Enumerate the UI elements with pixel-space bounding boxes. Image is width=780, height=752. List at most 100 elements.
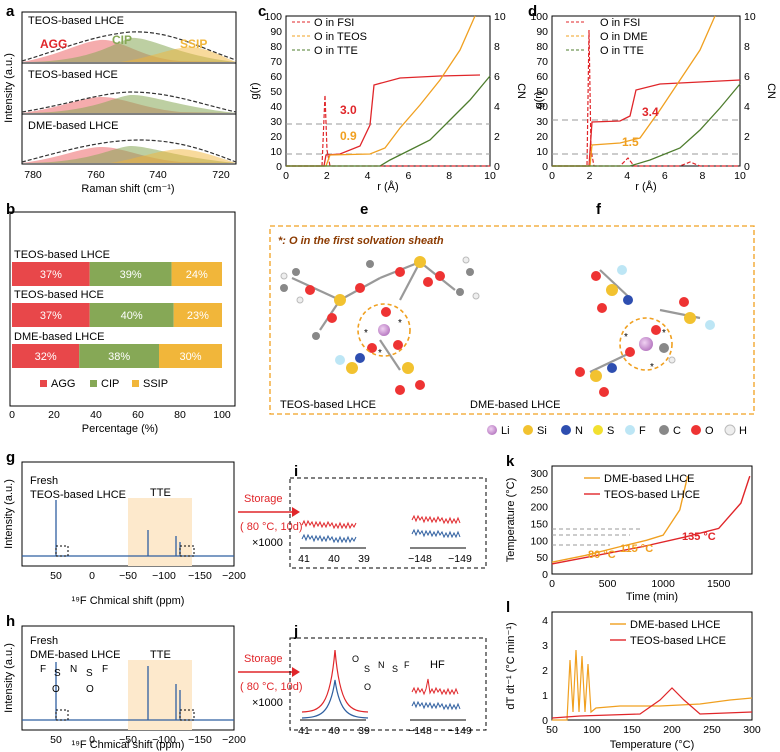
legend-swatch-ssip [132, 380, 139, 387]
d-ytick-left: 40 [536, 101, 548, 113]
svg-text:S: S [364, 664, 370, 674]
d-cn-tte [552, 83, 741, 167]
c-ytick-left: 30 [270, 116, 282, 128]
a-ylabel: Intensity (a.u.) [3, 53, 15, 123]
k-ytick: 100 [530, 535, 548, 547]
j-xtick: 41 [298, 725, 310, 737]
subtitle-teos-lhce: TEOS-based LHCE [28, 15, 124, 27]
d-annot-fsi: 3.4 [642, 105, 659, 119]
d-xtick: 8 [699, 170, 705, 182]
bar-agg [12, 344, 80, 368]
l-xtick: 300 [743, 724, 761, 736]
l-ytick: 2 [542, 665, 548, 677]
atom-n: N [575, 425, 583, 437]
l-ytick: 3 [542, 640, 548, 652]
c-cn-teos [286, 15, 476, 167]
d-legend-dme: O in DME [600, 31, 648, 43]
bar-value-label: 24% [186, 269, 208, 281]
d-annot-dme: 1.5 [622, 135, 639, 149]
panel-label-b: b [6, 201, 15, 218]
c-xlabel: r (Å) [377, 180, 398, 193]
panel-label-k: k [506, 453, 515, 470]
star: * [650, 362, 654, 373]
h-xtick: −50 [119, 734, 137, 746]
k-annot-135: 135 °C [682, 531, 716, 543]
h-xtick: −100 [152, 734, 176, 746]
d-ytick-left: 100 [530, 11, 548, 23]
panel-label-d: d [528, 3, 537, 20]
k-ytick: 200 [530, 502, 548, 514]
k-ytick: 300 [530, 468, 548, 480]
l-series-teos [551, 687, 753, 719]
k-ytick: 0 [542, 569, 548, 581]
d-ytick-left: 70 [536, 56, 548, 68]
g-xtick: −200 [222, 570, 246, 582]
c-ytick-left: 10 [270, 146, 282, 158]
d-legend: O in FSI O in DME O in TTE [566, 17, 648, 57]
c-ytick-right: 2 [494, 131, 500, 143]
fit-envelope-1 [21, 31, 237, 62]
c-xtick: 0 [283, 170, 289, 182]
panel-k-line-chart: DME-based LHCE TEOS-based LHCE 80 °C 115… [505, 465, 753, 603]
c-ytick-left: 0 [276, 161, 282, 173]
g-ylabel: Intensity (a.u.) [3, 479, 15, 549]
f-caption: DME-based LHCE [470, 399, 560, 411]
d-xtick: 6 [662, 170, 668, 182]
a-xtick: 740 [149, 169, 167, 181]
legend-ssip: SSIP [143, 378, 168, 390]
b-category-label: TEOS-based LHCE [14, 249, 110, 261]
c-ytick-right: 0 [494, 161, 500, 173]
c-ytick-left: 20 [270, 131, 282, 143]
fsi-structure-inset-icon: OS N S FO [352, 654, 410, 692]
l-ylabel: dT dt⁻¹ (°C min⁻¹) [505, 622, 517, 709]
panel-b-bar-chart: TEOS-based LHCE TEOS-based HCE DME-based… [9, 211, 236, 435]
g-xtick: −150 [188, 570, 212, 582]
panel-j-zoom: HF OS N S FO 41 40 39 −148 −149 [289, 637, 487, 737]
c-xtick: 4 [365, 170, 371, 182]
legend-cip: CIP [101, 378, 119, 390]
l-ytick: 1 [542, 690, 548, 702]
c-ytick-left: 100 [264, 11, 282, 23]
d-ytick-left: 50 [536, 86, 548, 98]
bar-ssip [159, 344, 222, 368]
k-ytick: 50 [536, 552, 548, 564]
svg-text:S: S [86, 668, 93, 679]
bar-agg [12, 303, 90, 327]
d-ytick-left: 90 [536, 26, 548, 38]
tte-region-h [128, 660, 192, 730]
j-xtick: −148 [408, 725, 432, 737]
panel-l-dtdt: DME-based LHCE TEOS-based LHCE 0 1 2 3 4 50 10… [505, 611, 761, 751]
star: * [662, 328, 666, 339]
h-xtick: 50 [50, 734, 62, 746]
bar-value-label: 37% [40, 269, 62, 281]
bar-value-label: 40% [121, 310, 143, 322]
d-ytick-right: 10 [744, 11, 756, 23]
svg-text:O: O [352, 654, 359, 664]
e-caption: TEOS-based LHCE [280, 399, 376, 411]
panel-label-g: g [6, 449, 15, 466]
c-ytick-left: 70 [270, 56, 282, 68]
k-ytick: 150 [530, 518, 548, 530]
svg-text:F: F [102, 664, 108, 675]
g-xlabel: ¹⁹F Chmical shift (ppm) [72, 595, 185, 607]
k-series-dme [551, 475, 689, 563]
c-ylabel-right: CN [515, 83, 527, 99]
c-legend: O in FSI O in TEOS O in TTE [292, 17, 367, 57]
c-ytick-left: 80 [270, 41, 282, 53]
d-xtick: 2 [587, 170, 593, 182]
i-xtick: 41 [298, 553, 310, 565]
atom-si: Si [537, 425, 547, 437]
d-xtick: 0 [549, 170, 555, 182]
c-annot-fsi: 3.0 [340, 103, 357, 117]
panel-g-nmr: Fresh TEOS-based LHCE TTE Intensity (a.u… [3, 461, 246, 607]
star: * [398, 318, 402, 329]
h-xlabel: ¹⁹F Chmical shift (ppm) [72, 739, 185, 751]
panel-label-f: f [596, 201, 602, 218]
l-xtick: 150 [623, 724, 641, 736]
h-xtick: −150 [188, 734, 212, 746]
d-ytick-left: 0 [542, 161, 548, 173]
h-tte: TTE [150, 649, 171, 661]
c-annot-teos: 0.9 [340, 129, 357, 143]
panel-i-zoom: 41 40 39 −148 −149 [289, 477, 487, 569]
c-ytick-right: 4 [494, 101, 500, 113]
